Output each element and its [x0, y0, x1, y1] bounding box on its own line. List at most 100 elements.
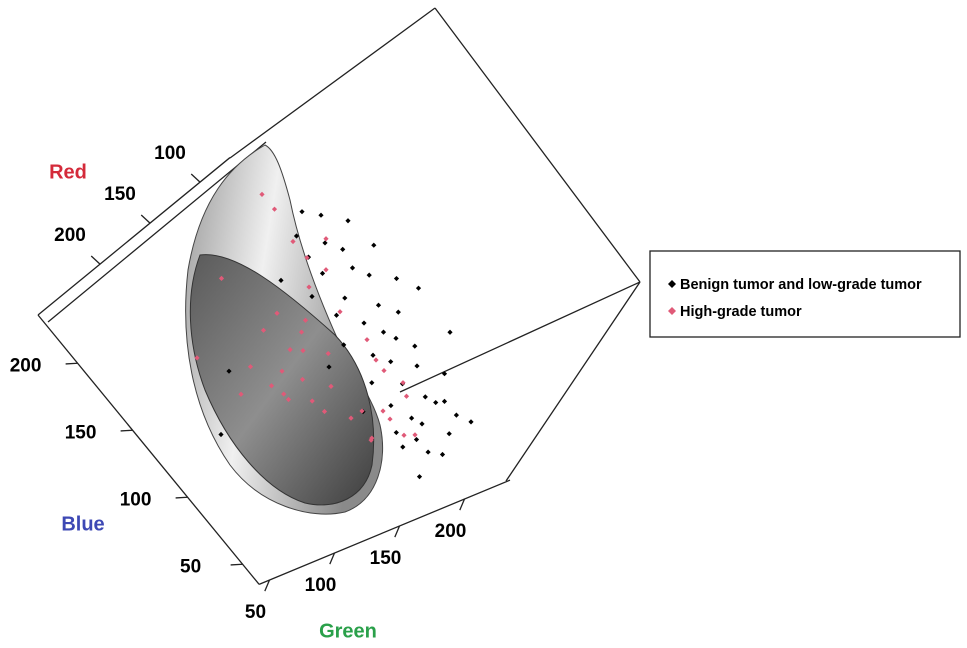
tick-label: 200	[10, 355, 42, 376]
box-edge	[505, 281, 641, 482]
data-point	[306, 284, 312, 290]
density-surface	[185, 144, 384, 515]
tick-mark	[459, 498, 466, 511]
tick-label: 200	[54, 225, 86, 246]
data-point	[412, 343, 418, 349]
data-point	[274, 310, 280, 316]
data-point	[333, 312, 340, 318]
data-point	[304, 255, 310, 261]
data-point	[238, 391, 244, 397]
data-point	[409, 415, 415, 421]
data-point	[403, 393, 410, 399]
axis-line	[37, 157, 231, 316]
data-point	[309, 398, 315, 404]
data-point	[433, 399, 439, 406]
data-point	[375, 302, 382, 308]
data-point	[400, 444, 406, 450]
data-point	[345, 218, 351, 224]
data-point	[380, 329, 387, 335]
legend-marker	[668, 280, 676, 288]
axis-title: Green	[319, 620, 377, 642]
tick-mark	[230, 563, 243, 566]
tick-label: 50	[180, 556, 201, 577]
tick-mark	[175, 496, 188, 499]
axis-title: Blue	[61, 513, 104, 535]
data-point	[298, 329, 305, 335]
data-point	[446, 431, 452, 437]
tick-label: 100	[120, 489, 152, 510]
data-point	[321, 408, 328, 415]
tick-mark	[140, 214, 151, 224]
legend-label: Benign tumor and low-grade tumor	[680, 277, 922, 293]
tick-mark	[65, 362, 78, 365]
data-point	[414, 363, 420, 369]
tick-mark	[120, 429, 133, 432]
data-point	[340, 246, 346, 252]
data-point	[380, 408, 386, 414]
data-point	[447, 329, 453, 335]
data-point	[388, 402, 394, 409]
data-point	[290, 238, 296, 245]
data-point	[260, 327, 267, 333]
data-point	[381, 367, 387, 374]
data-point	[387, 416, 393, 422]
points	[194, 191, 474, 480]
data-point	[361, 320, 367, 326]
data-point	[413, 436, 420, 443]
tick-label: 150	[370, 548, 402, 569]
data-point	[412, 432, 418, 438]
data-point	[309, 293, 315, 300]
data-point	[369, 380, 375, 386]
tick-mark	[394, 525, 401, 538]
data-point	[328, 383, 334, 389]
tick-label: 100	[305, 575, 337, 596]
data-point	[366, 272, 372, 278]
tick-mark	[264, 579, 271, 592]
data-point	[388, 359, 394, 365]
data-point	[415, 285, 422, 291]
data-point	[373, 357, 379, 363]
data-point	[419, 421, 425, 427]
data-point	[400, 380, 406, 386]
data-point	[285, 396, 292, 403]
data-point	[300, 348, 306, 354]
data-point	[325, 350, 331, 357]
data-point	[441, 371, 448, 377]
box-edge	[434, 7, 641, 283]
data-point	[218, 275, 225, 281]
data-point	[218, 431, 224, 438]
box-edge	[229, 7, 436, 159]
data-point	[359, 408, 365, 414]
legend-marker	[668, 307, 676, 315]
data-point	[259, 191, 265, 197]
data-point	[422, 394, 428, 400]
data-point	[194, 355, 200, 361]
tick-label: 150	[65, 422, 97, 443]
data-point	[349, 265, 356, 271]
data-point	[326, 364, 332, 370]
data-point	[247, 364, 254, 370]
data-point	[369, 435, 375, 441]
data-point	[468, 419, 474, 425]
axes: 100 150 200 Red 50 100 150 200 Green 50 100 150 200 B…	[10, 143, 511, 642]
data-point	[322, 240, 328, 246]
data-point	[439, 451, 446, 458]
data-point	[341, 342, 347, 348]
data-point	[342, 295, 348, 301]
data-point	[299, 209, 305, 215]
tick-label: 100	[154, 143, 186, 164]
tick-label: 150	[104, 184, 136, 205]
data-point	[371, 242, 377, 248]
data-point	[226, 368, 232, 374]
data-point	[299, 376, 306, 383]
box	[47, 7, 641, 482]
data-point	[393, 429, 399, 436]
legend-label: High-grade tumor	[680, 304, 802, 320]
data-point	[364, 337, 370, 343]
data-point	[441, 398, 448, 404]
data-point	[323, 267, 329, 273]
data-point	[318, 212, 324, 218]
data-point	[395, 309, 401, 315]
data-point	[348, 415, 354, 421]
data-point	[281, 391, 287, 397]
